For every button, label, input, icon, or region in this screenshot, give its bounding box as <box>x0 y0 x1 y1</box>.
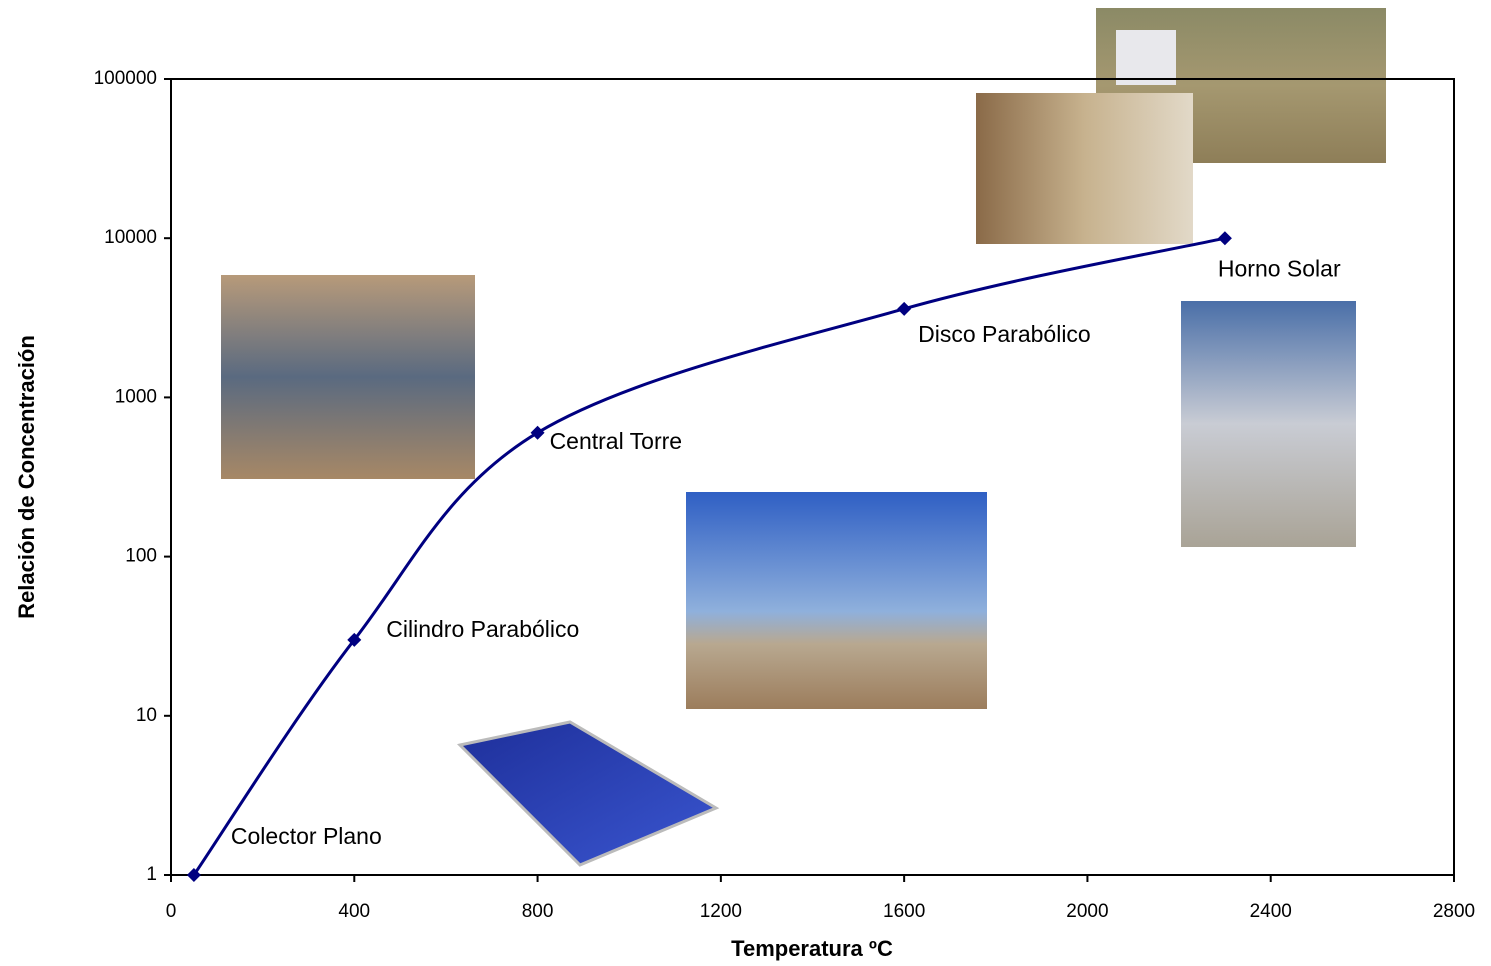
y-tick-label: 10000 <box>104 227 157 248</box>
point-label: Cilindro Parabólico <box>386 616 579 642</box>
photo-building <box>1116 30 1176 85</box>
photo-flat-collector <box>460 722 716 865</box>
y-tick-label: 1 <box>146 864 157 885</box>
y-tick-label: 1000 <box>115 386 157 407</box>
x-tick-label: 2000 <box>1066 901 1108 922</box>
x-axis-title: Temperatura ºC <box>731 936 893 961</box>
point-label: Disco Parabólico <box>918 321 1091 347</box>
marker <box>1218 231 1232 245</box>
x-tick-label: 0 <box>166 901 177 922</box>
photo-solar-furnace <box>976 93 1193 244</box>
photo-parabolic-dish <box>1181 301 1356 547</box>
x-tick-label: 400 <box>338 901 370 922</box>
point-label: Horno Solar <box>1218 255 1341 281</box>
y-tick-label: 10 <box>136 705 157 726</box>
y-axis-title: Relación de Concentración <box>14 335 39 619</box>
x-tick-label: 800 <box>522 901 554 922</box>
x-tick-label: 2400 <box>1250 901 1292 922</box>
marker <box>531 426 545 440</box>
photo-parabolic-trough <box>686 492 987 709</box>
marker <box>897 302 911 316</box>
y-tick-label: 100000 <box>94 68 157 89</box>
photo-central-tower <box>221 275 475 479</box>
x-tick-label: 2800 <box>1433 901 1475 922</box>
point-label: Central Torre <box>550 428 683 454</box>
y-tick-label: 100 <box>125 546 157 567</box>
x-tick-label: 1200 <box>700 901 742 922</box>
chart: Temperatura ºC Relación de Concentración… <box>0 0 1491 966</box>
point-label: Colector Plano <box>231 823 382 849</box>
x-tick-label: 1600 <box>883 901 925 922</box>
